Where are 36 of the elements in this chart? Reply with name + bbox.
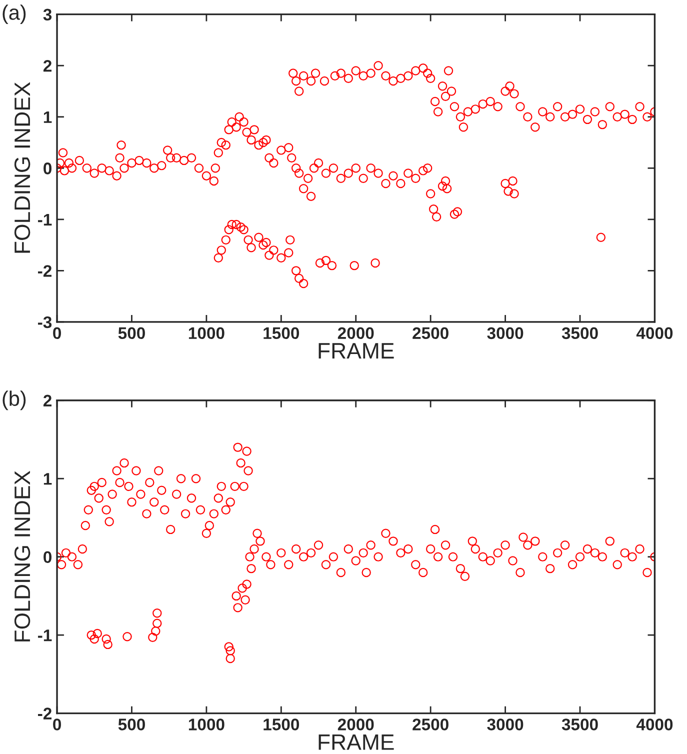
chart-title: (b) <box>2 390 26 410</box>
y-tick-label: -2 <box>38 265 52 277</box>
y-tick-label: -1 <box>38 630 52 642</box>
x-tick-label: 0 <box>53 718 61 730</box>
y-tick-label: 0 <box>44 551 52 564</box>
y-tick-label: 1 <box>44 473 52 485</box>
x-tick-label: 1500 <box>264 718 300 730</box>
x-tick-label: 2500 <box>412 718 448 730</box>
x-tick-label: 4000 <box>636 718 673 730</box>
x-tick-label: 0 <box>53 327 61 340</box>
x-tick-label: 500 <box>118 718 145 730</box>
y-tick-label: -2 <box>38 708 52 720</box>
x-tick-label: 1000 <box>188 327 224 340</box>
x-tick-label: 3000 <box>487 718 524 730</box>
y-tick-label: 0 <box>44 162 52 174</box>
x-tick-label: 500 <box>118 327 145 340</box>
x-tick-label: 1000 <box>188 718 224 730</box>
y-tick-label: 2 <box>43 394 52 406</box>
chart-title: (a) <box>2 4 26 24</box>
x-tick-label: 2500 <box>412 327 448 340</box>
x-axis-title: FRAME <box>318 343 394 358</box>
y-tick-label: 3 <box>43 8 52 21</box>
y-axis-title: FOLDING INDEX <box>14 82 30 253</box>
y-tick-label: -1 <box>38 214 52 226</box>
x-tick-label: 3500 <box>562 718 598 730</box>
x-tick-label: 3000 <box>487 327 524 340</box>
x-tick-label: 4000 <box>636 327 673 340</box>
x-tick-label: 2000 <box>338 327 374 340</box>
y-tick-label: 2 <box>43 60 52 72</box>
y-tick-label: 1 <box>44 111 52 123</box>
x-tick-label: 1500 <box>264 327 300 340</box>
y-axis-title: FOLDING INDEX <box>14 470 30 642</box>
x-axis-title: FRAME <box>318 734 394 750</box>
x-tick-label: 2000 <box>338 718 374 730</box>
x-tick-label: 3500 <box>562 327 598 340</box>
y-tick-label: -3 <box>38 316 52 328</box>
